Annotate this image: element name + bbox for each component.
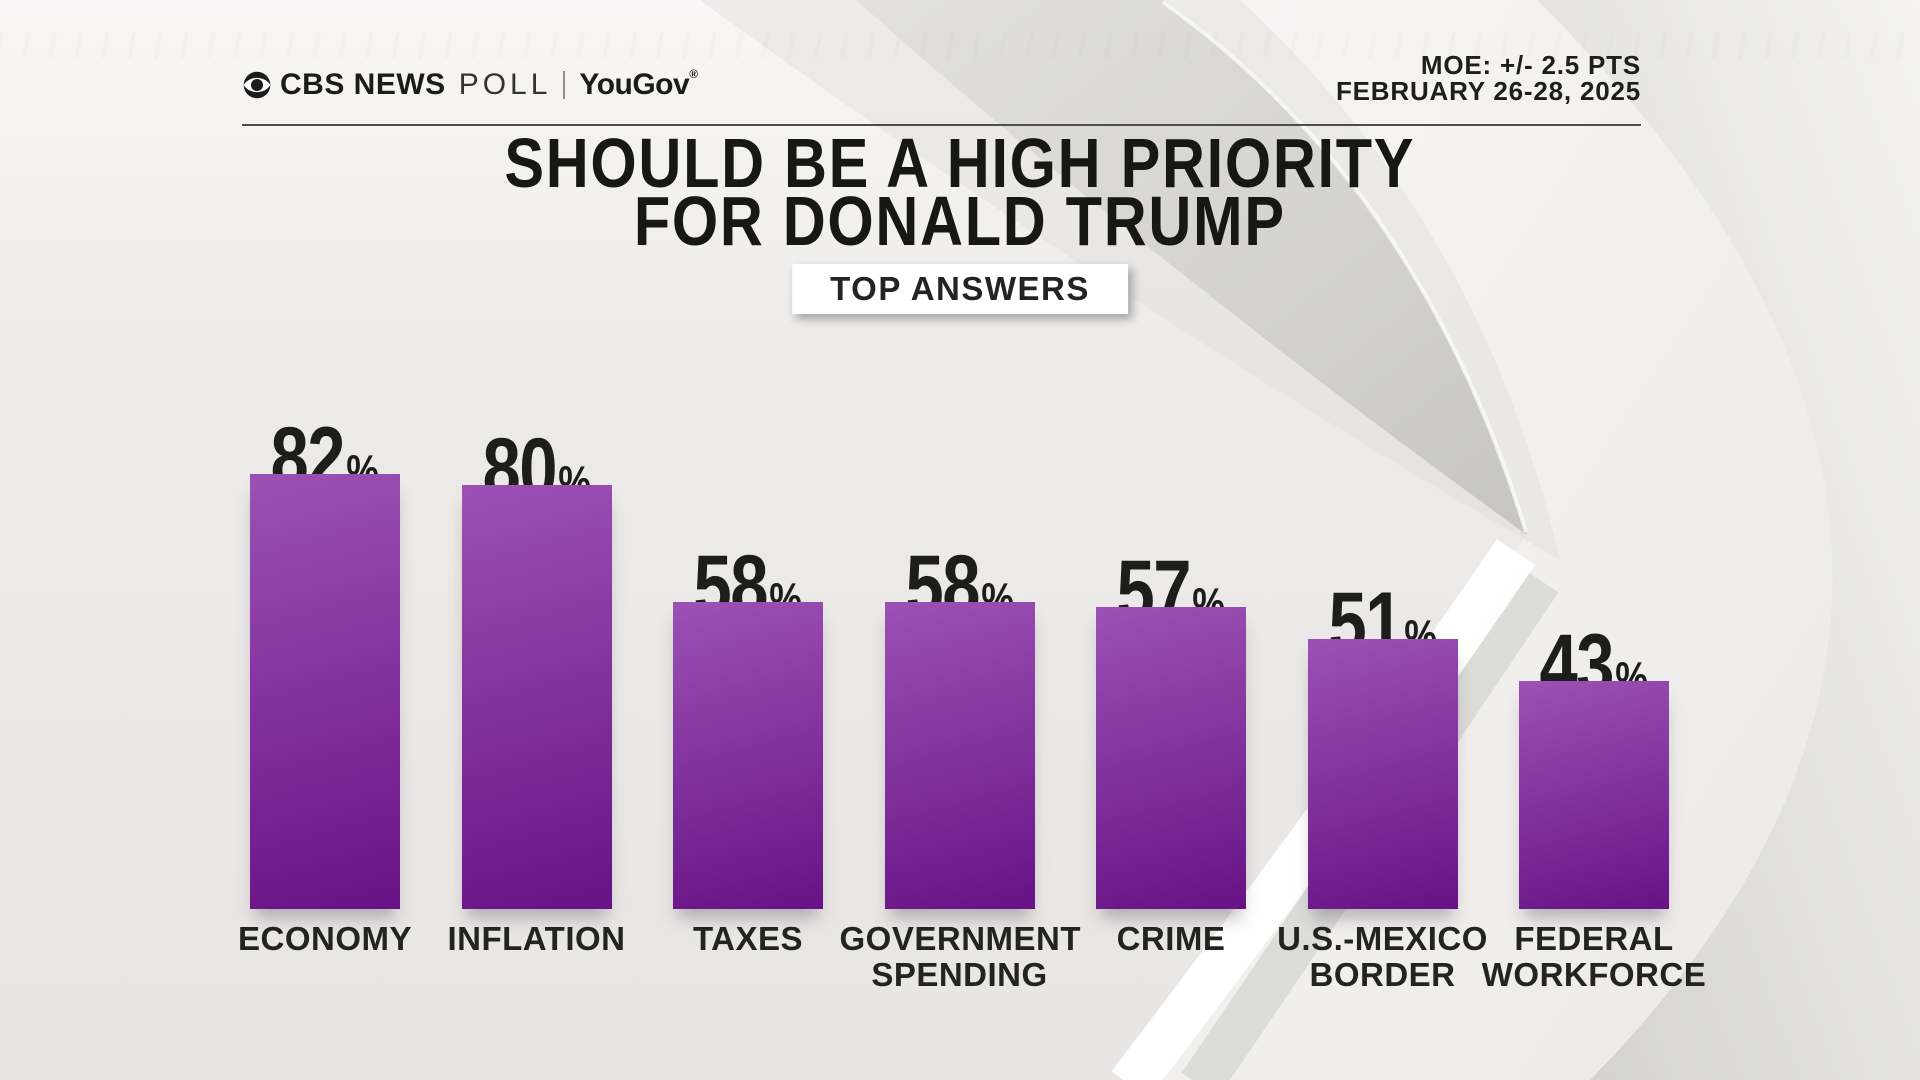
bar	[250, 474, 400, 909]
brand-poll-label: POLL	[458, 68, 552, 101]
bar	[884, 602, 1035, 909]
bar-category-label: GOVERNMENT SPENDING	[839, 920, 1082, 993]
bar-group-inflation: 80% INFLATION	[417, 0, 657, 1080]
brand-partner: YouGov®	[579, 67, 698, 101]
bar	[673, 602, 823, 909]
header-divider-rule	[242, 124, 1641, 126]
background-soft-shadow	[700, 0, 1560, 560]
bar-group-federal-workforce: 43% FEDERAL WORKFORCE	[1474, 0, 1714, 1080]
bar-category-label: TAXES	[692, 920, 804, 957]
bar-group-economy: 82% ECONOMY	[205, 0, 445, 1080]
bar	[1096, 607, 1246, 909]
bar-category-label: ECONOMY	[237, 920, 412, 957]
moe-line: MOE: +/- 2.5 PTS	[1420, 50, 1641, 80]
bar	[461, 485, 612, 909]
bar-group-government-spending: 58% GOVERNMENT SPENDING	[839, 538, 1082, 993]
top-answers-badge: TOP ANSWERS	[792, 264, 1128, 314]
date-line: FEBRUARY 26-28, 2025	[1335, 76, 1641, 106]
cbs-eye-icon	[243, 71, 271, 99]
brand-lockup: CBS NEWS POLL YouGov®	[243, 68, 698, 102]
brand-cbs-news: CBS NEWS	[280, 68, 446, 101]
background-beak	[856, 0, 1527, 535]
bar-category-label: INFLATION	[447, 920, 626, 957]
background-top-texture	[0, 32, 1920, 58]
bar	[1307, 639, 1458, 909]
registered-mark-icon: ®	[689, 67, 698, 81]
bar-category-label: FEDERAL WORKFORCE	[1481, 920, 1707, 993]
background-beak-highlight	[1161, 0, 1528, 533]
background-right-arc	[1537, 0, 1920, 1080]
methodology-note: MOE: +/- 2.5 PTS FEBRUARY 26-28, 2025	[1336, 52, 1641, 104]
brand-divider	[563, 71, 566, 99]
page-title: SHOULD BE A HIGH PRIORITY FOR DONALD TRU…	[0, 124, 1920, 260]
title-line-1: SHOULD BE A HIGH PRIORITY	[504, 124, 1416, 202]
bar-group-u-s-mexico-border: 51% U.S.-MEXICO BORDER	[1263, 0, 1503, 1080]
bar	[1519, 681, 1669, 909]
bar-group-taxes: 58% TAXES	[628, 0, 868, 1080]
bar-group-crime: 57% CRIME	[1051, 0, 1291, 1080]
bar-category-label: CRIME	[1116, 920, 1226, 957]
title-line-2: FOR DONALD TRUMP	[634, 182, 1286, 260]
bar-category-label: U.S.-MEXICO BORDER	[1277, 920, 1488, 993]
